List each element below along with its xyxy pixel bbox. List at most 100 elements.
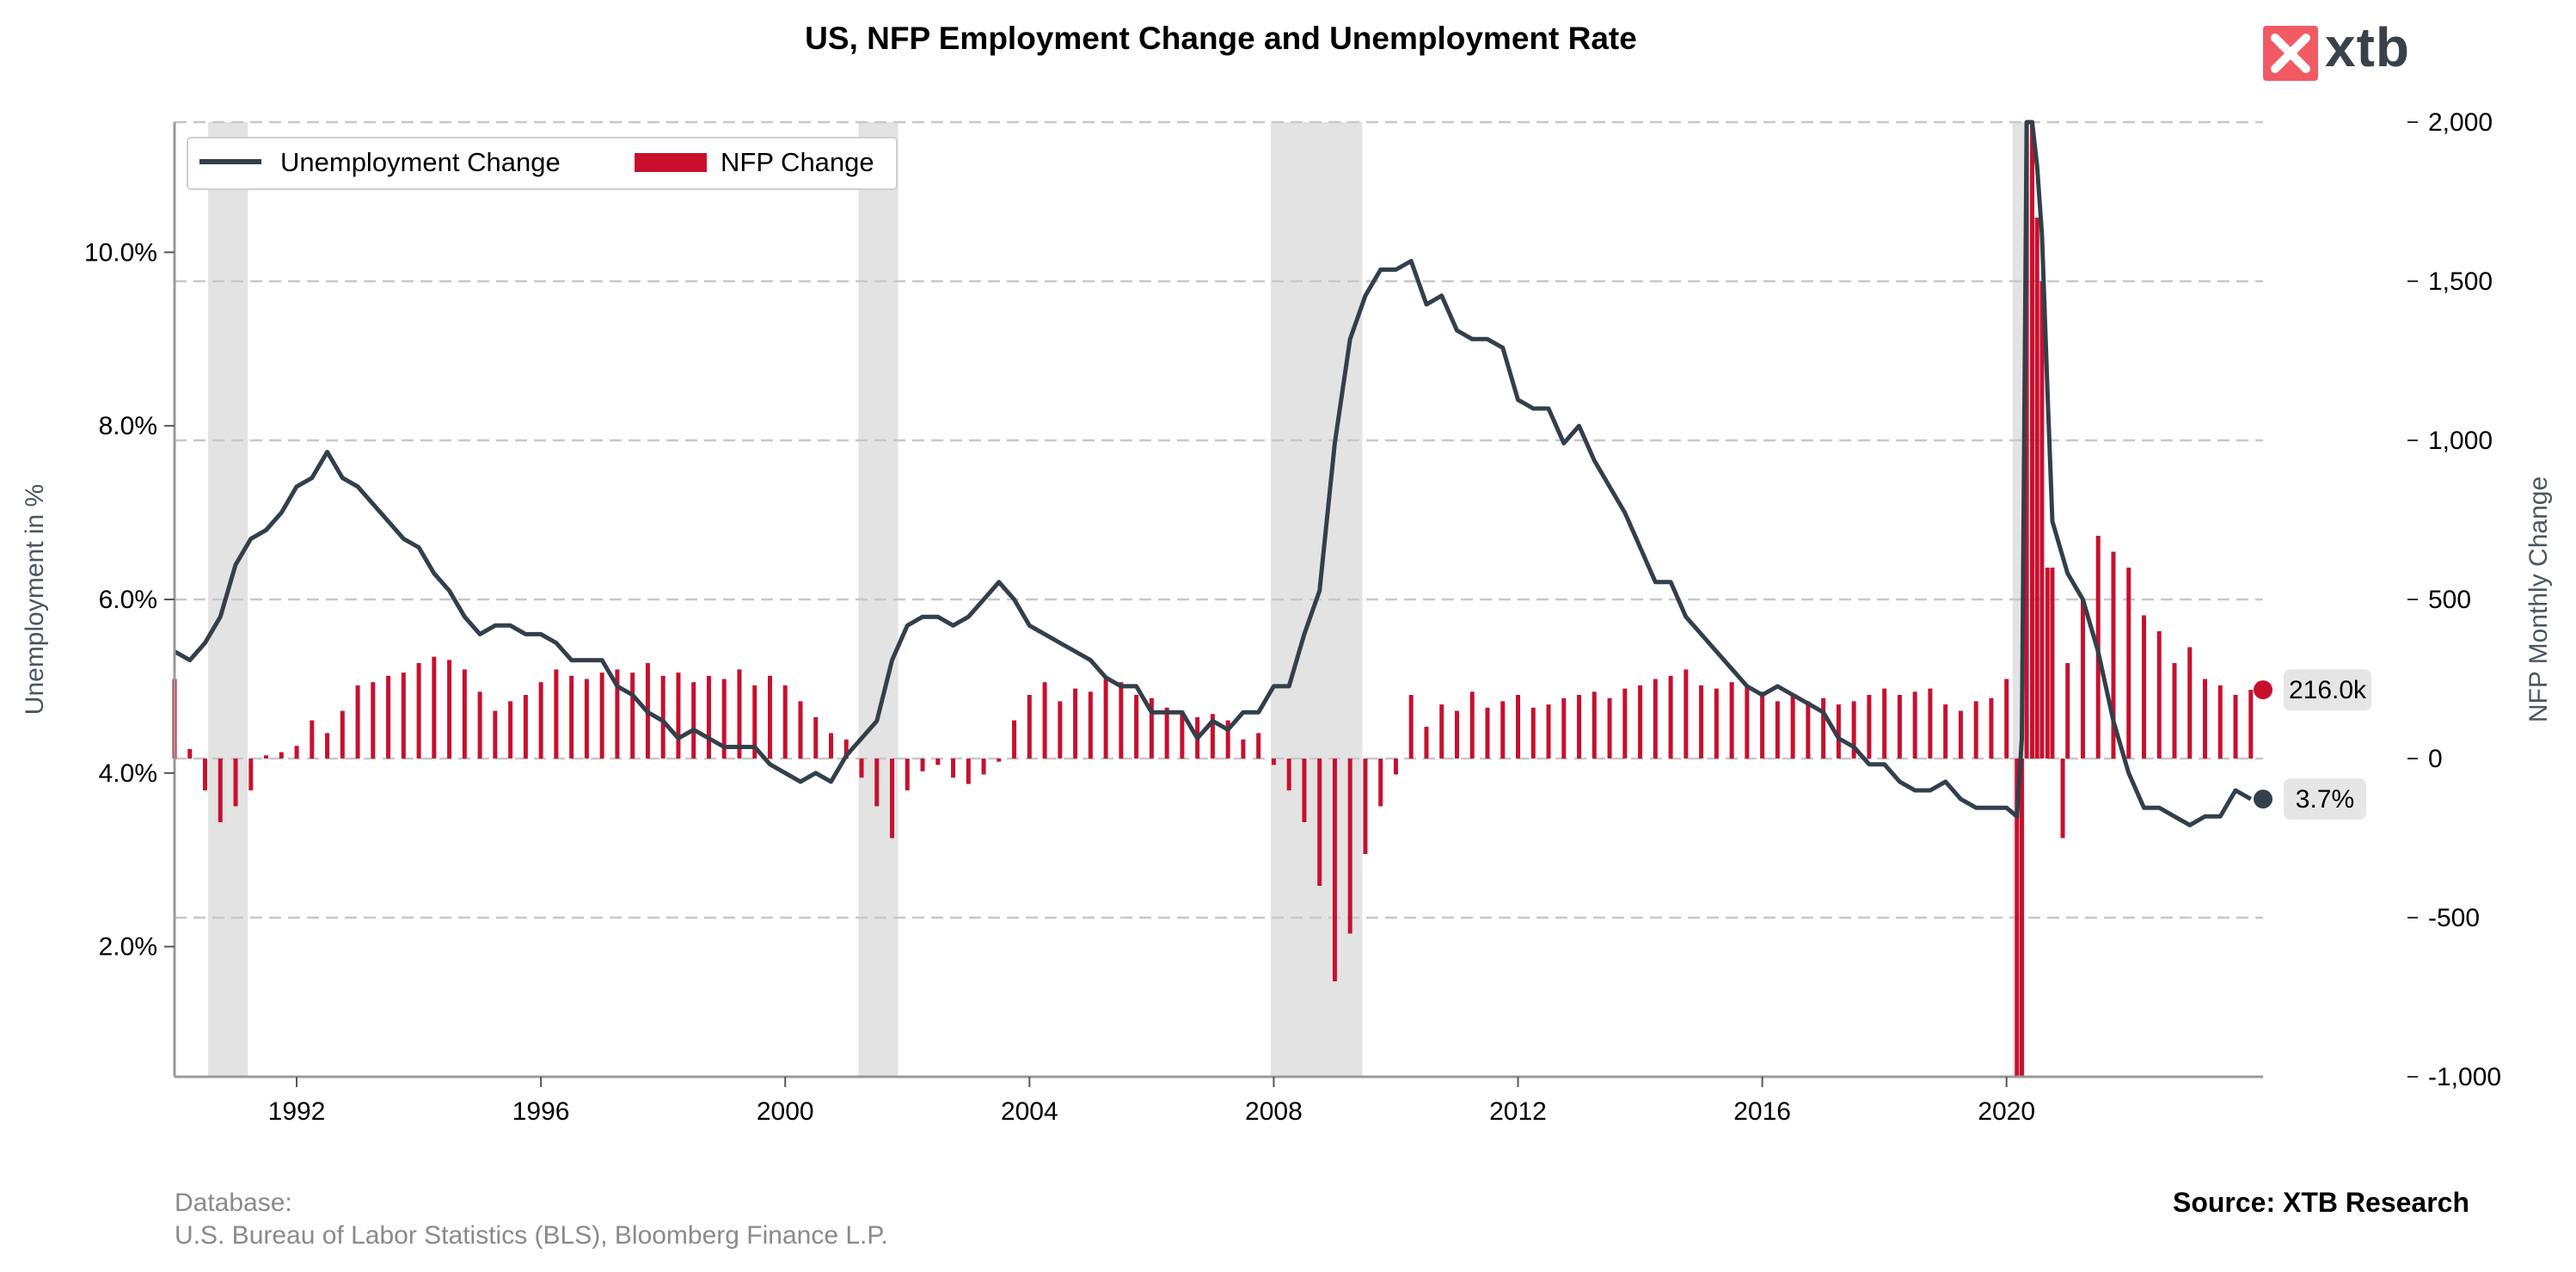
nfp-bar	[325, 733, 330, 759]
chart-title: US, NFP Employment Change and Unemployme…	[805, 21, 1637, 56]
unemployment-last-marker	[2254, 790, 2272, 809]
nfp-bar	[1851, 701, 1856, 759]
nfp-bar	[462, 669, 467, 759]
nfp-bar	[1638, 685, 1643, 759]
nfp-bar	[416, 663, 421, 759]
nfp-bar	[203, 759, 208, 790]
nfp-bar	[1943, 704, 1948, 759]
nfp-bar	[493, 710, 498, 759]
nfp-bar	[1867, 695, 1872, 759]
nfp-bar	[1958, 710, 1963, 759]
nfp-bar	[1516, 695, 1521, 759]
nfp-bar	[447, 660, 452, 759]
nfp-bar	[1378, 759, 1383, 807]
nfp-bar	[2065, 663, 2070, 759]
nfp-bar	[843, 739, 849, 759]
nfp-bar	[706, 675, 711, 759]
nfp-bar	[1821, 697, 1826, 759]
x-logo-icon	[2271, 34, 2310, 73]
nfp-bar	[1317, 759, 1322, 886]
left-tick-label: 8.0%	[99, 412, 157, 440]
nfp-bar	[981, 759, 986, 775]
nfp-bar	[1760, 691, 1765, 759]
nfp-bar	[660, 675, 665, 759]
nfp-last-badge	[2284, 669, 2371, 711]
nfp-bar	[569, 675, 574, 759]
nfp-bar	[1042, 682, 1047, 759]
nfp-bar	[1485, 707, 1490, 759]
nfp-bar	[1530, 707, 1536, 759]
nfp-bar	[630, 673, 635, 759]
nfp-bar	[1469, 691, 1475, 759]
nfp-bar	[1225, 720, 1230, 759]
nfp-bar	[1806, 701, 1811, 759]
nfp-bar	[371, 682, 376, 759]
nfp-bar	[2233, 695, 2238, 759]
nfp-bar	[1454, 710, 1459, 759]
nfp-bar	[218, 759, 223, 822]
nfp-bar	[1836, 704, 1841, 759]
nfp-bar	[782, 685, 788, 759]
nfp-bars	[172, 122, 2254, 1077]
x-tick-label: 1992	[268, 1097, 326, 1126]
nfp-bar	[1088, 691, 1093, 759]
nfp-bar	[874, 759, 880, 807]
unemployment-line	[173, 120, 2253, 827]
nfp-bar	[2050, 568, 2055, 759]
nfp-bar	[2030, 122, 2035, 759]
nfp-bar	[966, 759, 971, 784]
right-tick-label: 0	[2428, 745, 2443, 773]
nfp-bar	[1897, 695, 1902, 759]
x-tick-label: 2000	[757, 1097, 814, 1126]
legend-label-nfp: NFP Change	[721, 147, 874, 177]
nfp-bar	[1546, 704, 1551, 759]
nfp-bar	[1241, 739, 1246, 759]
nfp-bar	[1928, 688, 1933, 759]
nfp-bar	[1561, 697, 1567, 759]
nfp-bar	[1699, 685, 1704, 759]
nfp-bar	[2024, 122, 2029, 759]
right-tick-label: 1,000	[2428, 427, 2493, 455]
nfp-bar	[477, 691, 482, 759]
x-tick-label: 2012	[1489, 1097, 1547, 1126]
nfp-bar	[1729, 682, 1734, 759]
nfp-bar	[1286, 759, 1291, 790]
unemployment-line-layer	[173, 120, 2253, 827]
nfp-bar	[829, 733, 834, 759]
nfp-bar	[508, 701, 513, 759]
nfp-bar	[1347, 759, 1352, 934]
right-tick-label: 1,500	[2428, 267, 2493, 296]
right-tick-label: 2,000	[2428, 108, 2493, 137]
nfp-bar	[2142, 615, 2147, 759]
nfp-bar	[1210, 714, 1215, 759]
legend-box	[187, 137, 898, 190]
nfp-bar	[2045, 568, 2050, 759]
x-tick-label: 2020	[1978, 1097, 2035, 1126]
nfp-bar	[1012, 720, 1017, 759]
nfp-bar	[2034, 218, 2039, 759]
nfp-bar	[691, 682, 696, 759]
nfp-bar	[2203, 679, 2208, 759]
nfp-bar	[401, 673, 406, 759]
legend-label-unemployment: Unemployment Change	[280, 147, 561, 177]
nfp-bar	[2004, 679, 2009, 759]
nfp-bar	[1912, 691, 1917, 759]
xtb-logo-wordmark: xtb	[2325, 16, 2410, 78]
nfp-bar	[1073, 688, 1078, 759]
nfp-bar	[1027, 695, 1032, 759]
nfp-bar	[721, 679, 727, 759]
nfp-bar	[615, 669, 620, 759]
footer-database-sources: U.S. Bureau of Labor Statistics (BLS), B…	[175, 1221, 888, 1250]
x-tick-label: 2004	[1001, 1097, 1058, 1126]
nfp-bar	[951, 759, 956, 778]
nfp-bar	[1882, 688, 1887, 759]
nfp-bar	[798, 701, 803, 759]
nfp-bar	[1653, 679, 1658, 759]
nfp-bar	[294, 746, 299, 759]
nfp-bar	[599, 673, 604, 759]
nfp-bar	[1607, 697, 1612, 759]
nfp-bar	[1271, 759, 1276, 765]
nfp-bar	[584, 679, 589, 759]
nfp-bar	[2060, 759, 2065, 839]
nfp-bar	[737, 669, 742, 759]
